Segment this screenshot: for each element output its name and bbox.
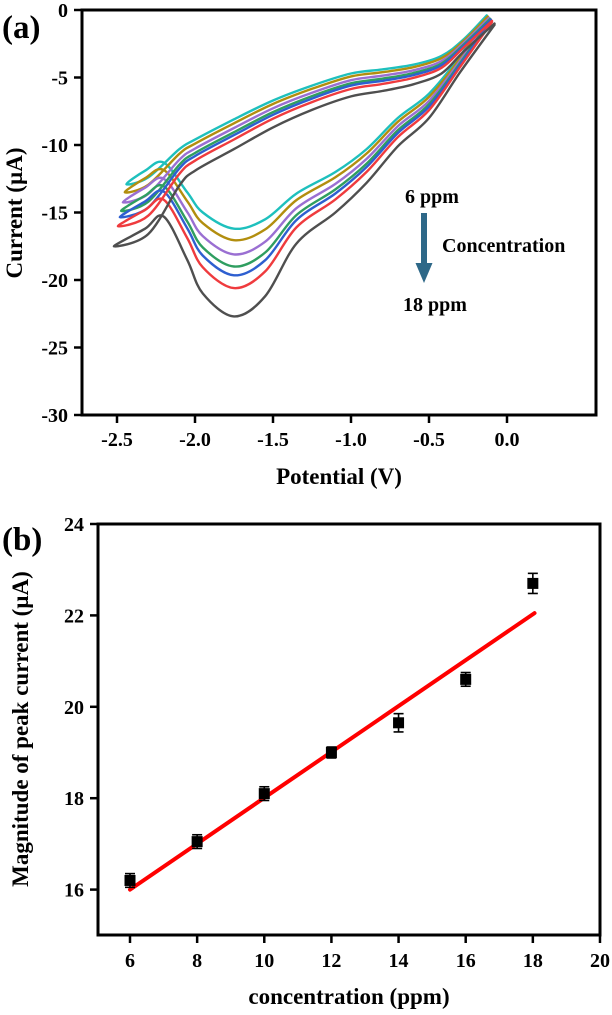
square-marker bbox=[258, 788, 270, 800]
annotation-start-label: 6 ppm bbox=[405, 186, 459, 208]
y-tick-label: 22 bbox=[64, 605, 84, 627]
x-tick-label: 10 bbox=[254, 950, 274, 972]
data-point-16ppm bbox=[460, 671, 472, 688]
x-tick-label: -1.0 bbox=[335, 429, 367, 451]
x-tick-label: 16 bbox=[456, 950, 476, 972]
cv-curve-18ppm bbox=[112, 22, 496, 318]
annotation-end-label: 18 ppm bbox=[403, 294, 467, 316]
panel-a-plot-frame bbox=[80, 8, 598, 417]
cv-curve-10ppm bbox=[121, 16, 491, 256]
panel-b: (b) 6 8 10 12 14 16 18 20 16 18 20 22 24 concentrat… bbox=[2, 514, 610, 1009]
data-point-14ppm bbox=[393, 712, 405, 733]
panel-a-x-axis-label: Potential (V) bbox=[276, 464, 402, 489]
x-tick-label: 6 bbox=[125, 950, 135, 972]
panel-b-y-ticks: 16 18 20 22 24 bbox=[64, 514, 98, 902]
cv-curves bbox=[112, 14, 496, 318]
x-tick-label: -2.0 bbox=[179, 429, 211, 451]
data-point-6ppm bbox=[124, 872, 136, 889]
x-tick-label: 12 bbox=[321, 950, 341, 972]
data-point-8ppm bbox=[191, 833, 203, 850]
panel-b-y-axis-label: Magnitude of peak current (µA) bbox=[8, 571, 33, 887]
y-tick-label: -15 bbox=[41, 203, 68, 225]
y-tick-label: 0 bbox=[58, 0, 68, 22]
cv-curve-16ppm bbox=[116, 19, 494, 290]
square-marker bbox=[460, 673, 472, 685]
cv-curve-8ppm bbox=[123, 15, 489, 242]
panel-a-y-axis-label: Current (µA) bbox=[2, 148, 27, 279]
panel-b-plot-frame bbox=[96, 522, 602, 937]
cv-curve-6ppm bbox=[125, 14, 488, 231]
down-arrow-icon bbox=[415, 213, 433, 283]
panel-a-y-ticks: 0 -5 -10 -15 -20 -25 -30 bbox=[41, 0, 82, 427]
x-tick-label: 20 bbox=[590, 950, 610, 972]
panel-a-x-ticks: -2.5 -2.0 -1.5 -1.0 -0.5 0.0 bbox=[101, 415, 520, 451]
square-marker bbox=[325, 747, 337, 758]
square-marker bbox=[393, 717, 405, 729]
y-tick-label: 18 bbox=[64, 788, 84, 810]
cv-curve-14ppm bbox=[118, 18, 493, 277]
data-point-12ppm bbox=[325, 746, 337, 759]
y-tick-label: 20 bbox=[64, 697, 84, 719]
data-point-10ppm bbox=[258, 785, 270, 802]
y-tick-label: -20 bbox=[41, 270, 68, 292]
y-tick-label: -25 bbox=[41, 338, 68, 360]
panel-b-letter: (b) bbox=[2, 522, 42, 558]
x-tick-label: -1.5 bbox=[257, 429, 289, 451]
y-tick-label: 16 bbox=[64, 880, 84, 902]
x-tick-label: -2.5 bbox=[101, 429, 133, 451]
y-tick-label: -30 bbox=[41, 405, 68, 427]
panel-a-letter: (a) bbox=[2, 10, 40, 46]
panel-b-x-ticks: 6 8 10 12 14 16 18 20 bbox=[125, 935, 610, 972]
y-tick-label: -5 bbox=[51, 68, 68, 90]
panel-b-x-axis-label: concentration (ppm) bbox=[248, 984, 449, 1009]
concentration-annotation: 6 ppm Concentration 18 ppm bbox=[403, 186, 565, 316]
panel-a: (a) -2.5 -2.0 -1.5 -1.0 -0.5 0.0 0 -5 -10 -15 -20… bbox=[2, 0, 598, 489]
cv-curve-12ppm bbox=[119, 17, 492, 268]
y-tick-label: 24 bbox=[64, 514, 84, 536]
data-points-with-error-bars bbox=[124, 572, 539, 889]
x-tick-label: 0.0 bbox=[495, 429, 520, 451]
annotation-arrow-label: Concentration bbox=[442, 235, 565, 257]
x-tick-label: 8 bbox=[192, 950, 202, 972]
x-tick-label: 14 bbox=[389, 950, 409, 972]
x-tick-label: -0.5 bbox=[413, 429, 445, 451]
data-point-18ppm bbox=[527, 572, 539, 595]
y-tick-label: -10 bbox=[41, 135, 68, 157]
square-marker bbox=[191, 836, 203, 848]
square-marker bbox=[124, 874, 136, 886]
x-tick-label: 18 bbox=[523, 950, 543, 972]
square-marker bbox=[527, 577, 539, 589]
